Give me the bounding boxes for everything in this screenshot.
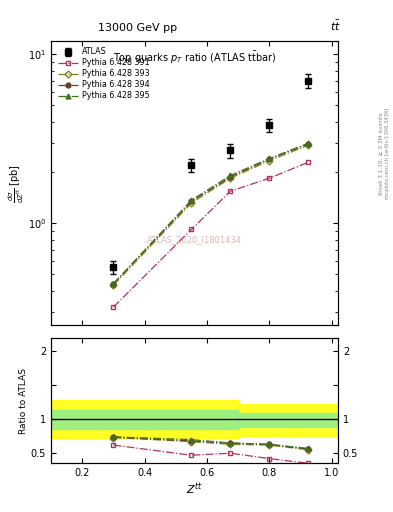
- Text: Rivet 3.1.10, ≥ 3.3M events: Rivet 3.1.10, ≥ 3.3M events: [379, 112, 384, 195]
- Text: ATLAS_2020_I1801434: ATLAS_2020_I1801434: [147, 236, 242, 244]
- Text: $t\bar{t}$: $t\bar{t}$: [331, 19, 342, 33]
- Y-axis label: Ratio to ATLAS: Ratio to ATLAS: [19, 368, 28, 434]
- Text: 13000 GeV pp: 13000 GeV pp: [98, 23, 177, 33]
- X-axis label: $Z^{tt}$: $Z^{tt}$: [186, 481, 203, 497]
- Text: Top quarks $p_T$ ratio (ATLAS t$\bar{\rm t}$bar): Top quarks $p_T$ ratio (ATLAS t$\bar{\rm…: [113, 50, 276, 66]
- Legend: ATLAS, Pythia 6.428 391, Pythia 6.428 393, Pythia 6.428 394, Pythia 6.428 395: ATLAS, Pythia 6.428 391, Pythia 6.428 39…: [55, 45, 152, 103]
- Text: mcplots.cern.ch [arXiv:1306.3436]: mcplots.cern.ch [arXiv:1306.3436]: [385, 108, 390, 199]
- Y-axis label: $\frac{d\sigma}{dZ^{tt}}$ [pb]: $\frac{d\sigma}{dZ^{tt}}$ [pb]: [7, 163, 26, 203]
